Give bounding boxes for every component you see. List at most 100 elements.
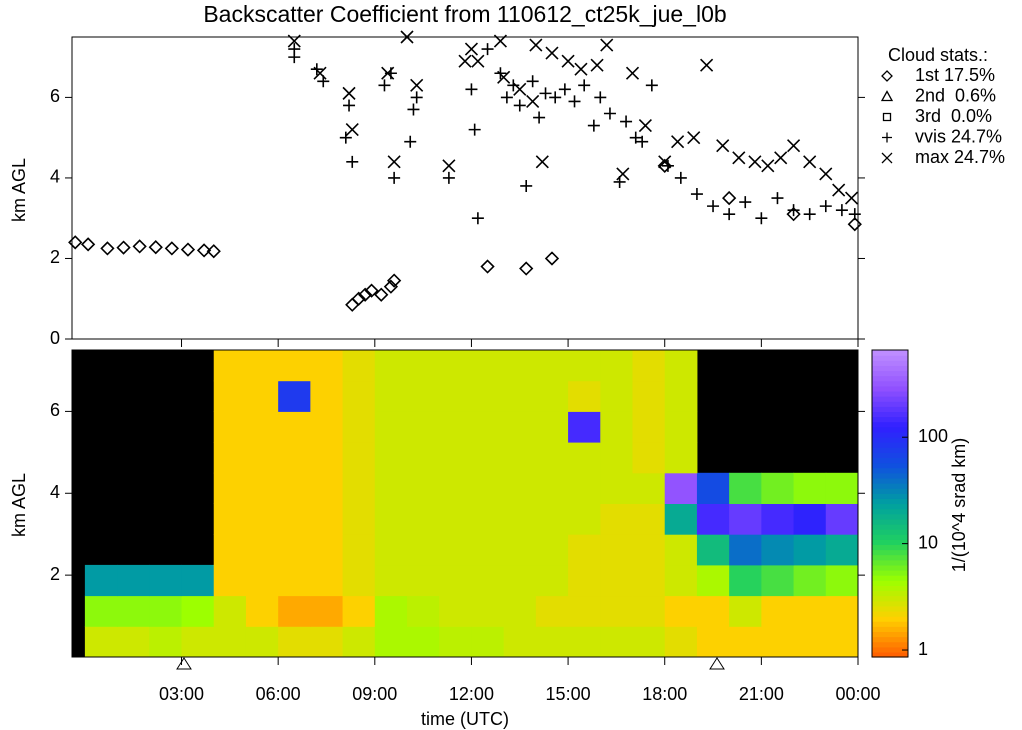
point: [519, 261, 534, 276]
point: [848, 208, 861, 221]
heatmap-cell: [245, 595, 279, 627]
point: [471, 212, 484, 225]
heatmap-cell: [439, 626, 472, 658]
scatter-points: [68, 30, 862, 312]
heatmap-cell: [407, 595, 440, 627]
heatmap-cell: [664, 380, 698, 412]
heatmap-cell: [342, 411, 376, 443]
point: [620, 115, 633, 128]
heatmap-cell: [825, 626, 859, 658]
point: [690, 188, 703, 201]
heatmap-cell: [664, 564, 698, 597]
point: [507, 79, 520, 92]
heatmap-cell: [117, 595, 150, 627]
colorbar-segment: [872, 396, 908, 402]
heatmap-cell: [278, 472, 311, 504]
colorbar-tick-label: 1: [918, 639, 928, 659]
colorbar-segment: [872, 570, 908, 576]
heatmap-cell: [761, 564, 795, 597]
point: [535, 155, 549, 169]
heatmap-cell: [213, 350, 247, 382]
heatmap-cell: [664, 472, 698, 504]
point: [786, 207, 801, 222]
heatmap-cell: [407, 564, 440, 597]
y-tick-label: 2: [50, 564, 60, 584]
colorbar-segment: [872, 534, 908, 540]
heatmap-cell: [761, 503, 795, 535]
colorbar-segment: [872, 390, 908, 397]
point: [513, 82, 527, 96]
colorbar-segment: [872, 447, 908, 453]
point: [803, 208, 816, 221]
heatmap-cell: [729, 564, 762, 597]
colorbar-segment: [872, 590, 908, 597]
colorbar-segment: [872, 421, 908, 428]
heatmap-cell: [213, 564, 247, 597]
heatmap-cell: [825, 503, 859, 535]
point: [471, 54, 485, 68]
point: [364, 283, 379, 298]
point: [68, 235, 83, 250]
point: [549, 91, 562, 104]
heatmap-cell: [84, 626, 118, 658]
heatmap-cell: [600, 626, 634, 658]
point: [574, 62, 588, 76]
heatmap-cell: [568, 442, 601, 474]
heatmap-cell: [310, 626, 344, 658]
heatmap-cell: [213, 442, 247, 474]
heatmap-cell: [761, 472, 795, 504]
colorbar-segment: [872, 513, 908, 520]
colorbar-segment: [872, 401, 908, 407]
heatmap-cell: [600, 595, 634, 627]
heatmap-cell: [310, 503, 344, 535]
y-axis-label: km AGL: [9, 158, 29, 222]
heatmap-cell: [245, 472, 279, 504]
point: [832, 183, 846, 197]
heatmap-cell: [664, 626, 698, 658]
colorbar-segment: [872, 411, 908, 418]
colorbar-segment: [872, 554, 908, 561]
heatmap-cell: [213, 595, 247, 627]
colorbar-segment: [872, 575, 908, 581]
heatmap-cell: [407, 626, 440, 658]
point: [464, 42, 479, 56]
point: [616, 167, 630, 181]
point: [346, 155, 359, 168]
heatmap-cell: [374, 472, 408, 504]
heatmap-cell: [632, 595, 666, 627]
colorbar-segment: [872, 498, 908, 505]
point: [819, 200, 832, 213]
heatmap-cell: [503, 411, 537, 443]
heatmap-cell: [342, 564, 376, 597]
point: [196, 243, 212, 258]
heatmap-cell: [471, 595, 505, 627]
heatmap-cell: [213, 380, 247, 412]
point: [410, 91, 423, 104]
heatmap-cell: [793, 534, 827, 566]
heatmap-cell: [374, 442, 408, 474]
x-tick-label: 15:00: [546, 684, 591, 704]
colorbar-segment: [872, 462, 908, 469]
legend-title: Cloud stats.:: [888, 45, 988, 65]
point: [388, 171, 401, 184]
heatmap-cell: [664, 350, 698, 382]
heatmap-cell: [568, 626, 601, 658]
colorbar-segment: [872, 477, 908, 484]
colorbar-segment: [872, 355, 908, 361]
colorbar-segment: [872, 549, 908, 556]
point: [520, 179, 533, 192]
heatmap-cell: [149, 626, 183, 658]
heatmap-cell: [213, 626, 247, 658]
point: [755, 212, 768, 225]
heatmap-cell: [761, 595, 795, 627]
legend-marker: [882, 132, 892, 143]
heatmap-cell: [471, 564, 505, 597]
colorbar-segment: [872, 452, 908, 459]
heatmap-cell: [407, 350, 440, 382]
point: [458, 54, 472, 68]
heatmap-cell: [310, 534, 344, 566]
point: [847, 217, 862, 232]
heatmap-cell: [696, 472, 730, 504]
x-tick-label: 21:00: [739, 684, 784, 704]
colorbar-segment: [872, 636, 908, 643]
